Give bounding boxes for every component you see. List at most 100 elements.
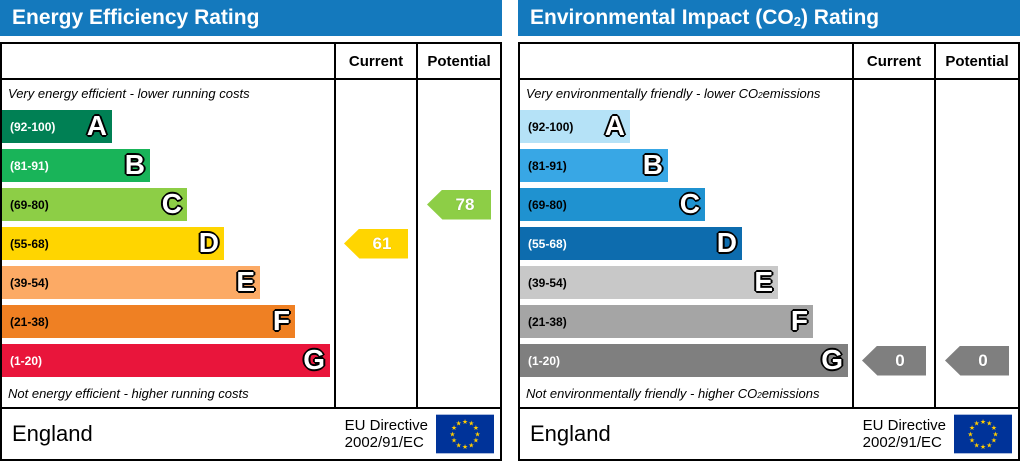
potential-cell: 0	[934, 341, 1018, 380]
band-letter: A	[604, 109, 625, 141]
panel-title: Energy Efficiency Rating	[0, 0, 502, 36]
band-range: (39-54)	[528, 275, 567, 290]
top-note: Very environmentally friendly - lower CO…	[526, 86, 821, 101]
current-rating-arrow: 61	[344, 228, 408, 259]
svg-text:★: ★	[980, 418, 986, 426]
band-bar: (69-80) C	[2, 188, 187, 221]
bottom-note-row: Not energy efficient - higher running co…	[2, 380, 500, 407]
svg-text:★: ★	[969, 424, 975, 432]
band-header-cell	[2, 44, 334, 78]
panel-footer: England EU Directive 2002/91/EC ★ ★ ★ ★ ★ ★ …	[2, 407, 500, 459]
band-range: (21-38)	[528, 314, 567, 329]
bottom-note: Not environmentally friendly - higher CO…	[526, 386, 820, 401]
band-row-b: (81-91) B	[2, 146, 500, 185]
svg-text:★: ★	[967, 430, 973, 438]
current-cell	[852, 380, 934, 407]
band-letter: A	[86, 109, 107, 141]
band-range: (39-54)	[10, 275, 49, 290]
svg-text:★: ★	[451, 424, 457, 432]
potential-cell	[416, 380, 500, 407]
band-letter: C	[679, 187, 700, 219]
band-letter: E	[236, 265, 255, 297]
eu-directive-label: EU Directive 2002/91/EC	[344, 416, 428, 451]
potential-cell: 78	[416, 185, 500, 224]
svg-text:★: ★	[993, 430, 999, 438]
band-header-cell	[520, 44, 852, 78]
band-range: (69-80)	[10, 197, 49, 212]
top-note-row: Very energy efficient - lower running co…	[2, 80, 500, 107]
panel-footer: England EU Directive 2002/91/EC ★ ★ ★ ★ ★ ★ …	[520, 407, 1018, 459]
potential-column-header: Potential	[934, 44, 1018, 78]
potential-cell	[934, 224, 1018, 263]
band-bar: (21-38) F	[2, 305, 295, 338]
svg-text:★: ★	[475, 430, 481, 438]
svg-text:★: ★	[473, 424, 479, 432]
potential-rating-arrow: 0	[945, 345, 1009, 376]
svg-text:★: ★	[991, 437, 997, 445]
svg-text:★: ★	[969, 437, 975, 445]
band-range: (69-80)	[528, 197, 567, 212]
current-cell	[852, 263, 934, 302]
band-letter: F	[272, 304, 290, 336]
panel-title: Environmental Impact (CO 2) Rating	[518, 0, 1020, 36]
energy-efficiency-panel: Energy Efficiency Rating Current Potenti…	[0, 0, 502, 461]
eu-flag-icon: ★ ★★ ★★★ ★★★ ★★★	[436, 414, 494, 454]
band-range: (55-68)	[528, 236, 567, 251]
potential-cell	[416, 107, 500, 146]
band-range: (1-20)	[528, 353, 561, 368]
svg-text:★: ★	[974, 419, 980, 427]
potential-cell	[934, 146, 1018, 185]
potential-cell	[416, 302, 500, 341]
svg-text:★: ★	[986, 441, 992, 449]
band-range: (81-91)	[10, 158, 49, 173]
current-cell	[334, 107, 416, 146]
potential-cell	[934, 80, 1018, 107]
panel-title-text-end: ) Rating	[800, 6, 880, 29]
current-cell	[852, 107, 934, 146]
current-cell: 0	[852, 341, 934, 380]
eu-flag-icon: ★ ★★ ★★★ ★★★ ★★★	[954, 414, 1012, 454]
panel-title-sub: 2	[793, 14, 801, 30]
column-header-row: Current Potential	[2, 44, 500, 80]
band-letter: G	[821, 343, 843, 375]
current-cell	[852, 224, 934, 263]
current-cell	[852, 80, 934, 107]
band-bar: (21-38) F	[520, 305, 813, 338]
current-cell	[334, 302, 416, 341]
rating-table: Current Potential Very energy efficient …	[0, 42, 502, 461]
band-row-c: (69-80) C 78	[2, 185, 500, 224]
svg-text:★: ★	[462, 418, 468, 426]
svg-text:★: ★	[462, 443, 468, 451]
band-bar: (39-54) E	[520, 266, 778, 299]
current-cell: 61	[334, 224, 416, 263]
band-row-f: (21-38) F	[2, 302, 500, 341]
potential-cell	[934, 263, 1018, 302]
band-letter: C	[161, 187, 182, 219]
band-letter: G	[303, 343, 325, 375]
current-cell	[852, 302, 934, 341]
current-cell	[334, 263, 416, 302]
bottom-note-row: Not environmentally friendly - higher CO…	[520, 380, 1018, 407]
rating-table: Current Potential Very environmentally f…	[518, 42, 1020, 461]
svg-text:★: ★	[468, 419, 474, 427]
potential-cell	[934, 185, 1018, 224]
region-label: England	[12, 421, 93, 446]
band-letter: D	[716, 226, 737, 258]
band-row-a: (92-100) A	[2, 107, 500, 146]
band-bar: (39-54) E	[2, 266, 260, 299]
potential-cell	[934, 302, 1018, 341]
svg-text:★: ★	[468, 441, 474, 449]
current-cell	[334, 341, 416, 380]
potential-cell	[416, 146, 500, 185]
panel-title-text: Energy Efficiency Rating	[12, 6, 260, 29]
current-cell	[334, 380, 416, 407]
potential-column-header: Potential	[416, 44, 500, 78]
svg-text:★: ★	[451, 437, 457, 445]
band-row-g: (1-20) G	[2, 341, 500, 380]
svg-text:★: ★	[974, 441, 980, 449]
band-letter: F	[790, 304, 808, 336]
band-bar: (55-68) D	[520, 227, 742, 260]
band-row-e: (39-54) E	[520, 263, 1018, 302]
band-range: (21-38)	[10, 314, 49, 329]
bottom-note: Not energy efficient - higher running co…	[8, 386, 249, 401]
